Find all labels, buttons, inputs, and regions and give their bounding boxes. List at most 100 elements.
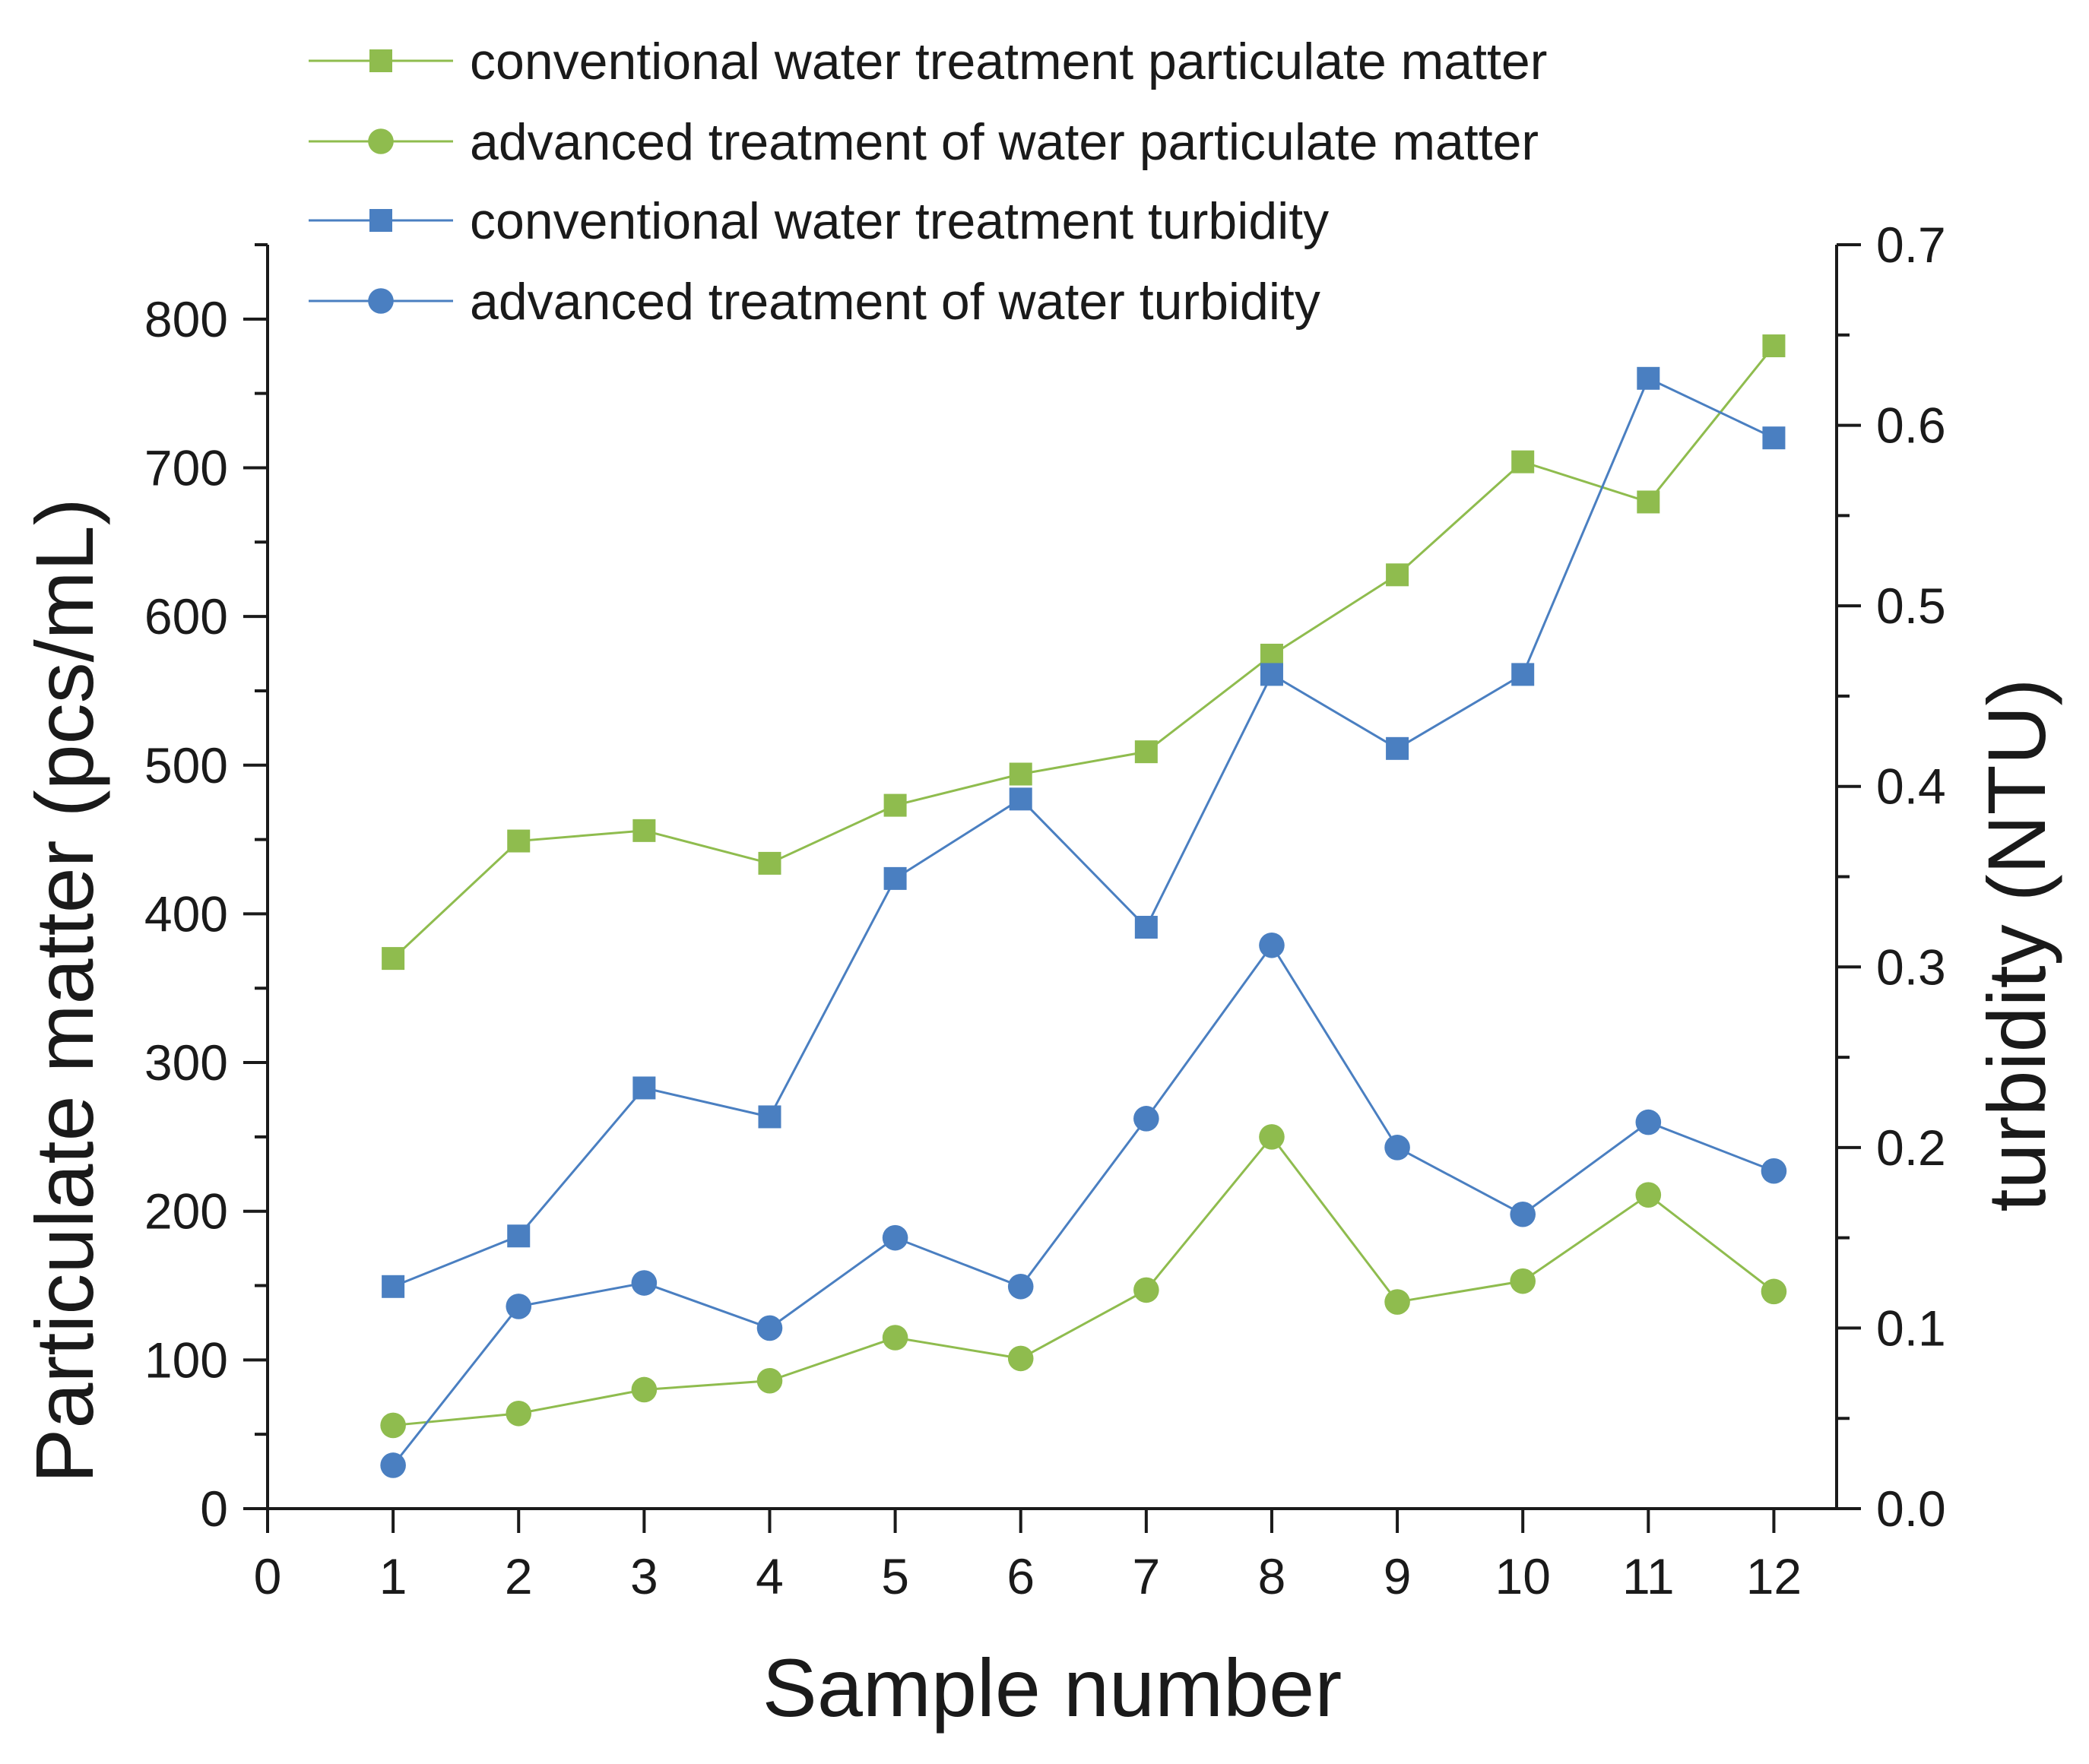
legend-label: conventional water treatment particulate… [470, 33, 1547, 90]
data-point [631, 1270, 658, 1296]
data-point [380, 1412, 406, 1439]
legend-marker [369, 209, 392, 232]
data-point [1637, 490, 1660, 514]
data-point [1762, 334, 1786, 358]
y2-tick-label: 0.2 [1876, 1120, 1946, 1176]
data-point [1384, 1135, 1410, 1161]
series-line [392, 376, 1775, 1288]
x-tick-label: 1 [379, 1548, 407, 1604]
y-tick-label: 300 [144, 1034, 228, 1091]
data-point [382, 947, 405, 971]
x-tick-label: 10 [1495, 1548, 1550, 1604]
data-point [1260, 643, 1283, 667]
series-line [392, 1135, 1775, 1427]
data-point [1510, 1268, 1536, 1294]
legend-marker [368, 128, 394, 154]
data-point [882, 1224, 908, 1251]
y2-tick-label: 0.5 [1876, 578, 1946, 634]
series-layer [380, 334, 1787, 1478]
data-point [1134, 916, 1158, 939]
data-point [1259, 932, 1285, 958]
series-line [391, 943, 1774, 1466]
data-point [1384, 1289, 1410, 1315]
data-point [1133, 1277, 1159, 1303]
data-point [1007, 1345, 1034, 1372]
data-point [1761, 1278, 1787, 1305]
data-point [1386, 563, 1409, 587]
data-point [1635, 1182, 1662, 1208]
y-tick-label: 200 [144, 1183, 228, 1240]
data-point [1260, 663, 1283, 686]
x-tick-label: 0 [254, 1548, 282, 1604]
y-tick-label: 700 [144, 439, 228, 496]
data-point [1762, 426, 1786, 450]
data-point [1009, 762, 1032, 786]
series-2 [380, 1124, 1787, 1439]
data-point [883, 866, 907, 890]
data-point [756, 1367, 783, 1394]
data-point [756, 1315, 783, 1341]
data-point [1511, 450, 1535, 473]
data-point [1511, 663, 1535, 686]
data-point [1259, 1124, 1285, 1150]
y2-tick-label: 0.0 [1876, 1481, 1946, 1537]
series-line [392, 345, 1775, 960]
y2-tick-label: 0.4 [1876, 758, 1946, 815]
x-tick-label: 5 [881, 1548, 909, 1604]
y-tick-label: 600 [144, 588, 228, 644]
data-point [882, 1325, 908, 1351]
data-point [758, 851, 781, 875]
legend-marker [368, 288, 394, 314]
y2-tick-label: 0.6 [1876, 397, 1946, 454]
y2-tick-label: 0.7 [1876, 217, 1946, 273]
y-tick-label: 100 [144, 1332, 228, 1388]
data-point [1134, 740, 1158, 764]
x-tick-label: 2 [505, 1548, 533, 1604]
x-axis-title: Sample number [762, 1642, 1342, 1734]
data-point [380, 1452, 406, 1478]
y-tick-label: 800 [144, 291, 228, 347]
series-1 [382, 334, 1786, 971]
x-tick-label: 4 [756, 1548, 784, 1604]
data-point [1761, 1158, 1787, 1184]
data-point [1133, 1106, 1159, 1132]
data-point [1635, 1109, 1662, 1135]
y-tick-label: 0 [200, 1481, 228, 1537]
data-point [506, 1294, 532, 1319]
legend-label: conventional water treatment turbidity [470, 192, 1329, 250]
data-point [758, 1105, 781, 1129]
x-tick-label: 9 [1384, 1548, 1412, 1604]
y2-tick-label: 0.3 [1876, 939, 1946, 995]
series-4 [380, 932, 1787, 1478]
x-tick-label: 3 [630, 1548, 658, 1604]
x-tick-label: 8 [1258, 1548, 1286, 1604]
axes-layer: 0 1 2 3 4 5 6 7 8 9 10 11 12010020030040050060070080… [144, 217, 1946, 1604]
y2-tick-label: 0.1 [1876, 1300, 1946, 1356]
y2-axis-title: turbidity (NTU) [1970, 678, 2062, 1211]
x-tick-label: 11 [1622, 1548, 1675, 1604]
y-tick-label: 500 [144, 737, 228, 793]
data-point [632, 1076, 656, 1100]
data-point [631, 1376, 658, 1403]
series-3 [382, 366, 1786, 1298]
data-point [632, 819, 656, 842]
data-point [1007, 1273, 1034, 1300]
data-point [1510, 1201, 1536, 1227]
data-point [507, 1224, 531, 1248]
data-point [382, 1275, 405, 1298]
legend-label: advanced treatment of water turbidity [470, 273, 1320, 331]
x-tick-label: 7 [1132, 1548, 1160, 1604]
data-point [1009, 787, 1032, 811]
y-tick-label: 400 [144, 885, 228, 942]
data-point [507, 829, 531, 853]
data-point [1637, 366, 1660, 390]
legend-label: advanced treatment of water particulate … [470, 113, 1539, 171]
legend-marker [369, 49, 392, 72]
legend: conventional water treatment particulate… [309, 33, 1547, 331]
data-point [883, 793, 907, 817]
data-point [1386, 736, 1409, 760]
x-tick-label: 6 [1006, 1548, 1035, 1604]
y-axis-title: Particulate matter (pcs/mL) [18, 498, 110, 1483]
